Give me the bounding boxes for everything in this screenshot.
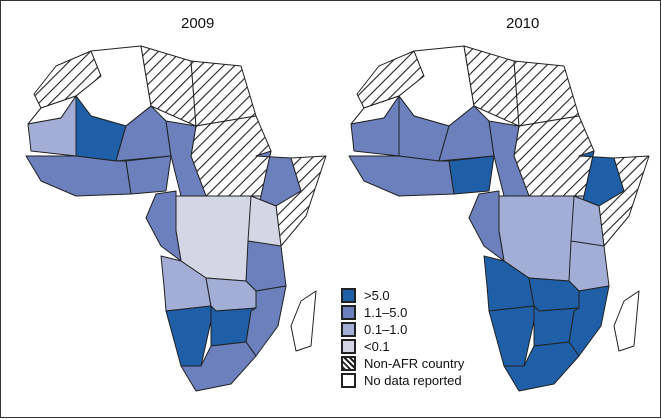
region-west-coast: [25, 155, 132, 197]
region-tanzania: [568, 240, 610, 292]
region-south-africa: [180, 341, 257, 392]
legend-label: Non-AFR country: [364, 355, 465, 371]
region-madagascar: [290, 290, 317, 352]
region-namibia: [488, 305, 535, 367]
region-nigeria: [448, 155, 495, 195]
region-cameroon-gabon: [468, 190, 505, 262]
region-west-coast: [348, 155, 455, 197]
year-label-2010: 2010: [506, 15, 540, 32]
year-label-2009: 2009: [181, 15, 215, 32]
region-egypt: [190, 60, 257, 127]
legend-swatch: [341, 304, 356, 320]
legend: >5.0 1.1–5.0 0.1–1.0 <0.1 Non-AFR country No …: [341, 287, 464, 389]
legend-item-none: No data reported: [341, 372, 464, 388]
legend-swatch: [341, 338, 356, 354]
region-botswana-zimbabwe: [533, 305, 580, 347]
map-2009: [25, 45, 327, 392]
legend-item-hatch: Non-AFR country: [341, 355, 464, 371]
region-egypt: [513, 60, 580, 127]
legend-label: 1.1–5.0: [364, 304, 408, 320]
legend-swatch: [341, 355, 356, 371]
legend-label: >5.0: [364, 287, 390, 303]
legend-label: No data reported: [364, 372, 462, 388]
region-zambia-malawi: [528, 277, 580, 312]
legend-item-c1: <0.1: [341, 338, 464, 354]
map-2010: [348, 45, 650, 392]
region-south-africa: [503, 341, 580, 392]
region-botswana-zimbabwe: [210, 305, 257, 347]
region-tanzania: [245, 240, 287, 292]
region-zambia-malawi: [205, 277, 257, 312]
legend-item-c3: 1.1–5.0: [341, 304, 464, 320]
legend-label: 0.1–1.0: [364, 321, 408, 337]
legend-swatch: [341, 287, 356, 303]
legend-item-c4: >5.0: [341, 287, 464, 303]
region-madagascar: [613, 290, 640, 352]
region-namibia: [165, 305, 212, 367]
legend-swatch: [341, 321, 356, 337]
legend-swatch: [341, 372, 356, 388]
legend-label: <0.1: [364, 338, 390, 354]
region-nigeria: [125, 155, 172, 195]
legend-item-c2: 0.1–1.0: [341, 321, 464, 337]
region-cameroon-gabon: [145, 190, 182, 262]
